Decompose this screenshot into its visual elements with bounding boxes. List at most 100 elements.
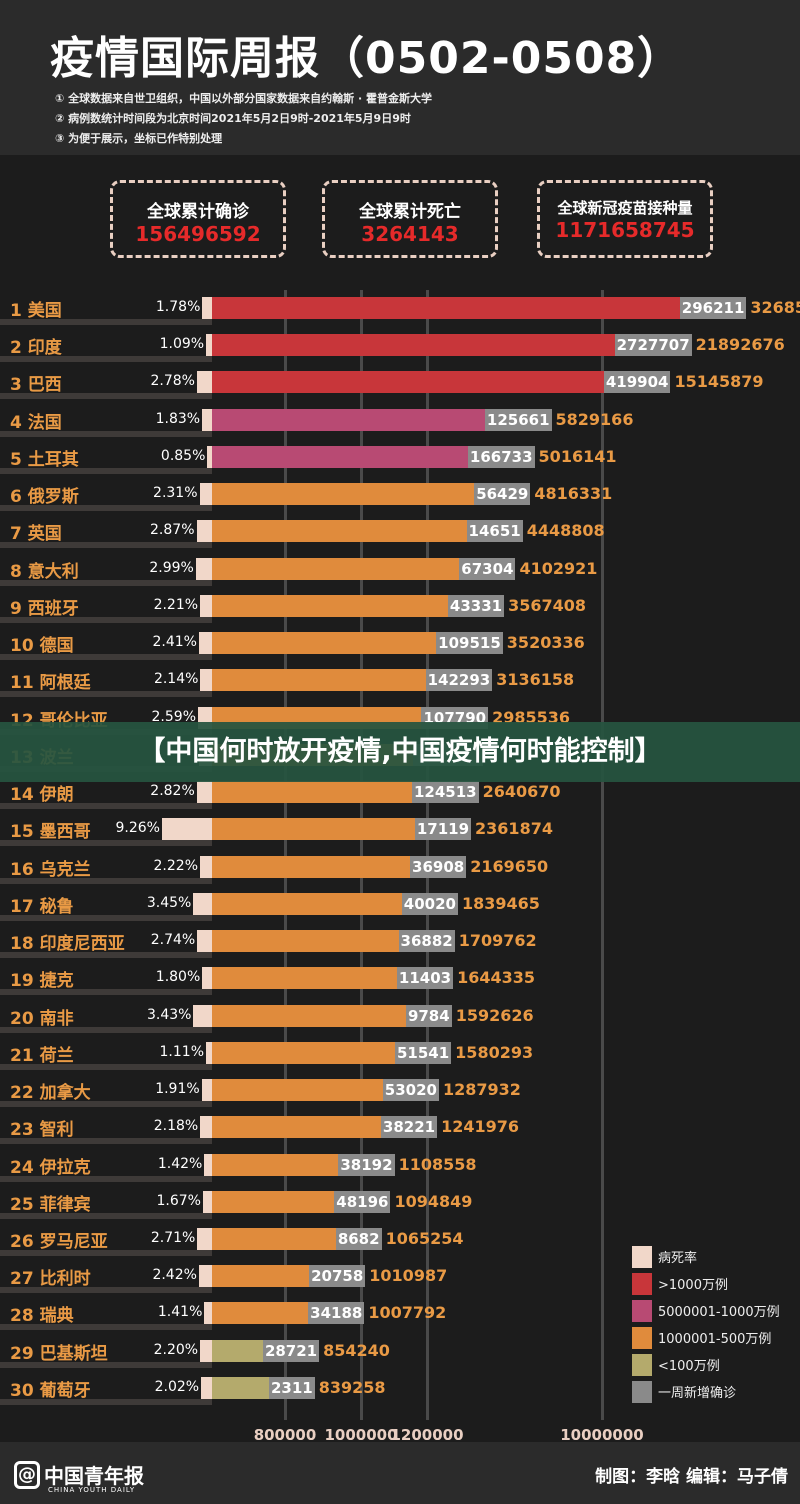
country-label: 6 俄罗斯 [10,482,79,507]
legend-item: 5000001-1000万例 [632,1297,780,1324]
death-rate-label: 2.82% [150,783,195,800]
death-rate-bar [204,1153,212,1176]
rank: 25 [10,1194,34,1215]
row-underline [0,654,212,661]
row-underline [0,989,212,996]
death-rate-bar [195,557,212,580]
chart-row: 11 阿根廷 2.14% 142293 3136158 [0,669,800,698]
cases-bar: 9784 [212,1004,452,1027]
weekly-new-cases: 36908 [410,855,467,878]
gridline [601,290,604,1420]
total-cases-label: 1010987 [369,1266,448,1286]
country-name: 伊拉克 [39,1157,91,1178]
chart-row: 22 加拿大 1.91% 53020 1287932 [0,1078,800,1108]
country-label: 7 英国 [10,519,62,544]
chart-row: 24 伊拉克 1.42% 38192 1108558 [0,1153,800,1182]
rank: 10 [10,636,34,657]
weekly-new-cases: 56429 [474,483,531,506]
stat-value: 1171658745 [555,218,695,242]
total-cases-label: 2361874 [475,819,553,839]
country-label: 24 伊拉克 [10,1153,91,1178]
country-name: 罗马尼亚 [39,1232,108,1252]
chart-row: 18 印度尼西亚 2.74% 36882 1709762 [0,930,800,959]
chart-row: 25 菲律宾 1.67% 48196 1094849 [0,1190,800,1219]
death-rate-label: 1.11% [159,1043,204,1060]
cases-bar: 51541 [212,1041,452,1064]
overlay-banner[interactable]: 【中国何时放开疫情,中国疫情何时能控制】 [0,722,800,782]
country-name: 葡萄牙 [39,1380,91,1401]
row-underline [0,1398,212,1405]
country-name: 英国 [27,524,62,545]
cases-bar: 296211 [212,297,747,319]
weekly-new-cases: 53020 [382,1079,439,1102]
cases-bar: 40020 [212,892,458,915]
country-name: 菲律宾 [39,1194,91,1215]
row-underline [0,1026,212,1033]
country-label: 22 加拿大 [10,1078,91,1103]
total-cases-label: 1839465 [461,893,540,913]
cases-bar: 2311 [212,1376,315,1399]
country-name: 法国 [27,412,62,433]
country-name: 捷克 [39,971,74,992]
row-underline [0,840,212,847]
legend-item: 一周新增确诊 [632,1378,780,1405]
total-cases-label: 4816331 [534,484,613,504]
death-rate-label: 2.71% [150,1230,196,1246]
row-underline [0,542,212,549]
total-cases-label: 1644335 [457,968,536,988]
row-underline [0,467,212,474]
weekly-new-cases: 28721 [262,1339,320,1362]
row-underline [0,1138,212,1145]
cases-bar: 20758 [212,1265,366,1288]
weekly-new-cases: 8682 [335,1228,382,1250]
country-name: 荷兰 [39,1045,74,1066]
country-name: 印度 [27,338,62,359]
weekly-new-cases: 9784 [405,1004,452,1027]
country-label: 23 智利 [10,1115,74,1140]
country-name: 俄罗斯 [27,487,79,508]
legend-item: 1000001-500万例 [632,1324,780,1351]
row-underline [0,616,212,623]
cases-bar: 124513 [212,781,479,804]
death-rate-bar [207,445,212,468]
rank: 5 [10,449,22,470]
country-label: 19 捷克 [10,966,74,991]
death-rate-label: 1.80% [155,969,201,986]
weekly-new-cases: 38192 [338,1153,395,1176]
death-rate-bar [200,855,212,878]
total-cases-label: 3136158 [496,670,575,690]
total-cases-label: 1007792 [368,1303,447,1323]
rank: 15 [10,822,34,843]
rank: 1 [10,301,22,321]
total-cases-label: 1108558 [398,1154,477,1174]
cases-bar: 109515 [212,632,503,655]
total-cases-label: 3567408 [508,595,587,615]
weekly-new-cases: 11403 [396,967,454,990]
chart-row: 21 荷兰 1.11% 51541 1580293 [0,1041,800,1070]
rank: 2 [10,338,22,359]
country-label: 15 墨西哥 [10,817,91,842]
death-rate-bar [206,334,212,357]
weekly-new-cases: 67304 [459,557,516,580]
weekly-new-cases: 296211 [679,297,747,319]
death-rate-label: 1.78% [155,299,201,315]
rank: 19 [10,971,34,992]
death-rate-label: 1.91% [155,1081,200,1098]
country-label: 1 美国 [10,296,62,321]
country-name: 巴基斯坦 [39,1343,108,1364]
weekly-new-cases: 40020 [401,892,458,915]
death-rate-label: 2.02% [154,1378,200,1395]
country-label: 5 土耳其 [10,445,79,470]
country-name: 土耳其 [27,449,79,470]
legend-label: 1000001-500万例 [658,1332,772,1347]
country-name: 秘鲁 [39,896,74,917]
death-rate-label: 3.45% [146,894,192,911]
rank: 7 [10,524,22,545]
gridline [426,290,429,1420]
note-1: ① 全球数据来自世卫组织，中国以外部分国家数据来自约翰斯 · 霍普金斯大学 [55,92,432,105]
weekly-new-cases: 48196 [334,1190,391,1213]
rank: 23 [10,1120,34,1141]
total-cases-label: 1241976 [441,1117,520,1137]
chart-row: 3 巴西 2.78% 419904 15145879 [0,371,800,400]
death-rate-bar [200,669,212,692]
